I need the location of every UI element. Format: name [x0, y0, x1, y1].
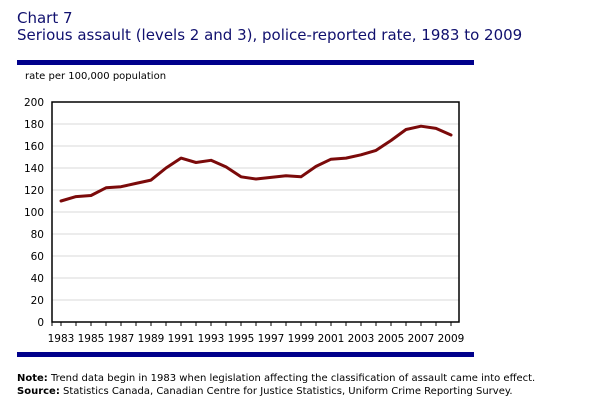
y-tick-label: 40 [31, 273, 44, 285]
y-axis-ticks: 0 20 40 60 80 100 120 140 160 180 200 [24, 97, 44, 329]
top-rule [17, 60, 474, 65]
x-tick-label: 2003 [348, 333, 375, 345]
plot-frame [51, 101, 460, 323]
x-axis-ticks: 1983 1985 1987 1989 1991 1993 1995 1997 1999 2001… [48, 322, 465, 345]
note-label: Note: [17, 373, 48, 384]
bottom-rule [17, 352, 474, 357]
y-tick-label: 140 [24, 163, 44, 175]
x-tick-label: 2007 [408, 333, 435, 345]
chart-title: Serious assault (levels 2 and 3), police… [17, 26, 523, 44]
footnotes: Note: Trend data begin in 1983 when legi… [17, 372, 535, 398]
note: Note: Trend data begin in 1983 when legi… [17, 372, 535, 385]
chart-number: Chart 7 [17, 9, 73, 27]
y-tick-label: 200 [24, 97, 44, 109]
gridlines [52, 123, 459, 301]
x-tick-label: 2005 [378, 333, 405, 345]
y-tick-label: 180 [24, 119, 44, 131]
y-tick-label: 0 [37, 317, 44, 329]
x-tick-label: 1985 [78, 333, 105, 345]
series-group [59, 124, 453, 203]
source-text: Statistics Canada, Canadian Centre for J… [59, 386, 513, 397]
x-tick-label: 1989 [138, 333, 165, 345]
x-tick-label: 1997 [258, 333, 285, 345]
y-tick-label: 120 [24, 185, 44, 197]
x-tick-label: 1983 [48, 333, 75, 345]
x-tick-label: 1987 [108, 333, 135, 345]
y-tick-label: 80 [31, 229, 44, 241]
title-block: Chart 7 Serious assault (levels 2 and 3)… [17, 10, 522, 44]
note-text: Trend data begin in 1983 when legislatio… [47, 373, 536, 384]
y-tick-label: 160 [24, 141, 44, 153]
x-tick-label: 2001 [318, 333, 345, 345]
source: Source: Statistics Canada, Canadian Cent… [17, 385, 535, 398]
source-label: Source: [17, 386, 60, 397]
y-tick-label: 60 [31, 251, 44, 263]
x-tick-label: 1991 [168, 333, 195, 345]
y-tick-label: 100 [24, 207, 44, 219]
x-tick-label: 1999 [288, 333, 315, 345]
x-tick-label: 1995 [228, 333, 255, 345]
x-tick-label: 2009 [438, 333, 465, 345]
y-axis-unit-label: rate per 100,000 population [25, 71, 167, 82]
y-tick-label: 20 [31, 295, 44, 307]
x-tick-label: 1993 [198, 333, 225, 345]
